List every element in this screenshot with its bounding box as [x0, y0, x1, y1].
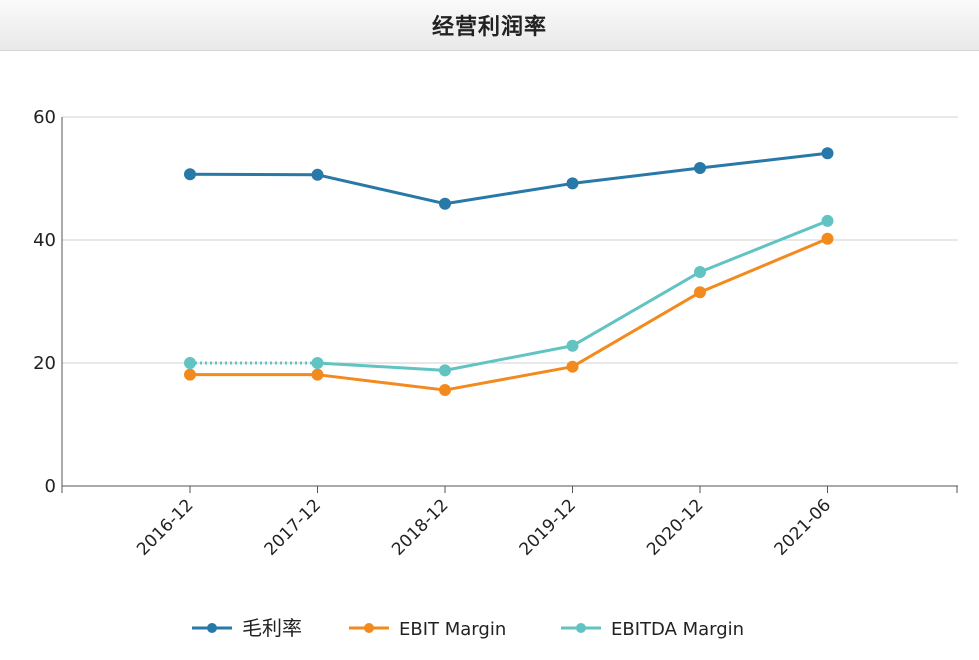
series-1-point-2020-12 — [694, 286, 706, 299]
y-tick-label-0: 0 — [45, 476, 56, 497]
legend-label-2: EBITDA Margin — [611, 619, 744, 640]
series-1-segment-3 — [571, 290, 702, 369]
series-1-segment-1 — [316, 373, 447, 392]
series-0-segment-2 — [443, 181, 574, 206]
series-2-point-2019-12 — [566, 339, 579, 352]
y-tick-label-20: 20 — [33, 353, 56, 374]
series-1-segment-4 — [698, 237, 829, 294]
series-0-point-2018-12 — [439, 197, 451, 210]
series-2-segment-2 — [443, 344, 574, 372]
series-0-point-2019-12 — [566, 177, 579, 190]
series-2-segment-4 — [698, 219, 829, 274]
series-0-point-2016-12 — [184, 168, 196, 181]
x-tick-label-2021-06: 2021-06 — [771, 495, 835, 559]
x-tick-label-2017-12: 2017-12 — [261, 495, 325, 559]
series-0-point-2021-06 — [821, 147, 834, 160]
x-tick-label-2018-12: 2018-12 — [388, 495, 452, 559]
series-2-segment-3 — [571, 270, 702, 348]
x-tick-label-2016-12: 2016-12 — [133, 495, 197, 559]
series-0-segment-3 — [571, 166, 702, 185]
series-2-point-2016-12 — [184, 357, 196, 369]
series-0-point-2020-12 — [694, 162, 706, 175]
series-1-segment-2 — [443, 365, 574, 392]
series-1-point-2021-06 — [821, 232, 834, 245]
legend-marker-0 — [207, 623, 217, 633]
x-tick-label-2019-12: 2019-12 — [516, 495, 580, 559]
series-2-point-2021-06 — [821, 214, 834, 227]
series-0-segment-1 — [316, 173, 447, 206]
series-1-point-2019-12 — [566, 360, 579, 373]
series-0-segment-4 — [698, 151, 829, 170]
y-tick-label-40: 40 — [33, 230, 56, 251]
series-2-point-2017-12 — [311, 357, 324, 369]
series-1-point-2018-12 — [439, 384, 451, 397]
chart-title: 经营利润率 — [431, 15, 547, 40]
series-0-point-2017-12 — [311, 168, 324, 181]
series-1-point-2017-12 — [311, 368, 324, 381]
x-tick-label-2020-12: 2020-12 — [643, 495, 707, 559]
legend-label-1: EBIT Margin — [399, 619, 506, 640]
series-2-point-2020-12 — [694, 265, 706, 278]
series-2-segment-1 — [316, 361, 447, 372]
y-tick-label-60: 60 — [33, 107, 56, 128]
series-2-point-2018-12 — [439, 364, 451, 377]
legend-marker-2 — [576, 623, 586, 633]
chart-header: 经营利润率 — [0, 0, 979, 51]
legend-label-0: 毛利率 — [242, 616, 302, 640]
legend-marker-1 — [364, 623, 374, 633]
series-1-point-2016-12 — [184, 368, 196, 381]
series-0-segment-0 — [188, 172, 319, 177]
